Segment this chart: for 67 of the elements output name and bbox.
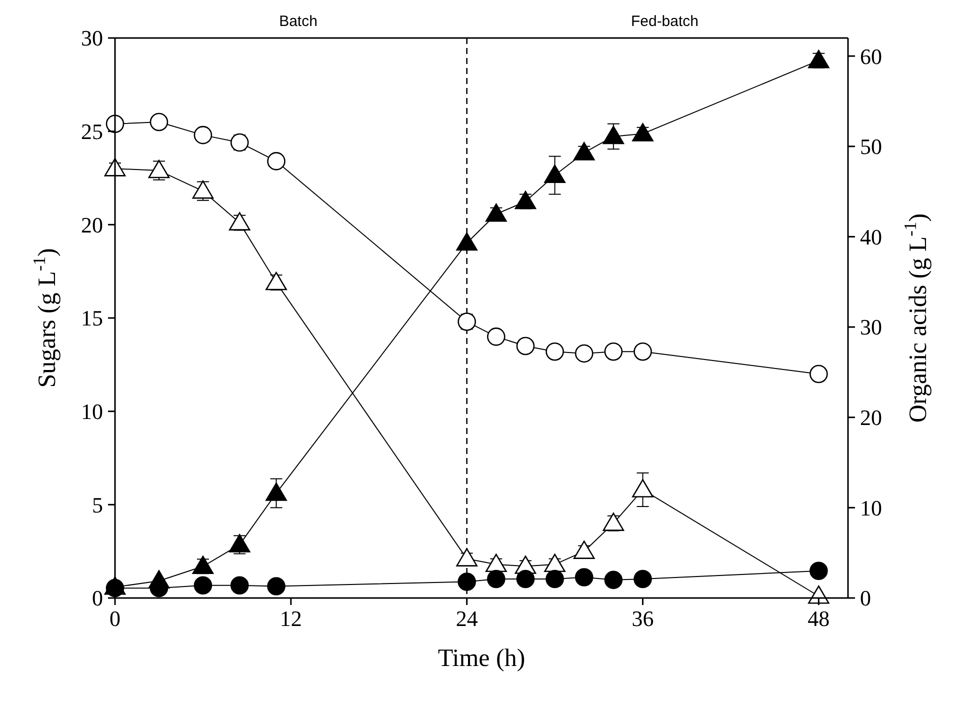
y2-tick-label: 0 [860, 586, 871, 611]
point [604, 570, 623, 590]
point [487, 570, 506, 588]
point [230, 133, 249, 152]
y-tick-label: 25 [81, 119, 103, 144]
y2-tick-label: 20 [860, 405, 882, 430]
point [456, 548, 478, 566]
point [486, 203, 507, 222]
y2-tick-label: 10 [860, 495, 882, 520]
point [632, 123, 654, 142]
y-tick-label: 0 [92, 586, 103, 611]
point [106, 114, 124, 134]
point [810, 562, 828, 580]
x-tick-label: 36 [632, 606, 654, 631]
text: Batch [279, 13, 318, 30]
point [486, 554, 507, 572]
point [810, 364, 828, 384]
point [148, 160, 170, 178]
point [230, 576, 249, 595]
y-tick-label: 5 [92, 492, 103, 518]
point [192, 556, 214, 574]
point [516, 336, 535, 356]
x-tick-label: 12 [280, 606, 302, 631]
point [632, 479, 654, 498]
x-tick-label: 24 [456, 606, 478, 631]
point [266, 482, 287, 501]
point [544, 554, 566, 572]
point [150, 112, 168, 132]
point [546, 570, 564, 588]
point [604, 342, 623, 361]
point [634, 342, 652, 361]
y2-tick-label: 40 [860, 224, 882, 250]
point [574, 344, 594, 363]
point [228, 534, 250, 552]
point [228, 212, 250, 230]
point [514, 190, 536, 210]
point [194, 576, 212, 595]
y-tick-label: 30 [81, 26, 103, 51]
point [487, 328, 506, 346]
y-tick-label: 15 [81, 306, 103, 331]
point [194, 126, 212, 144]
y2-tick-label: 60 [860, 44, 882, 69]
y2-tick-label: 50 [860, 134, 882, 160]
point [602, 512, 624, 531]
text: Fed-batch [630, 13, 699, 30]
point [573, 540, 595, 559]
point [634, 570, 652, 588]
point [458, 572, 476, 591]
x-axis-title: Time (h) [438, 645, 526, 672]
point [516, 570, 535, 588]
point [573, 142, 595, 160]
point [456, 232, 478, 251]
point [267, 152, 286, 170]
x-tick-label: 0 [110, 606, 120, 631]
point [544, 164, 566, 183]
point [266, 272, 287, 290]
point [574, 568, 594, 586]
point [267, 577, 286, 596]
x-tick-label: 48 [808, 606, 830, 631]
point [546, 342, 564, 361]
point [104, 158, 126, 176]
y2-tick-label: 30 [860, 314, 882, 340]
point [808, 50, 830, 68]
point [192, 180, 214, 199]
point [602, 126, 624, 144]
y-tick-label: 20 [81, 212, 103, 238]
y-tick-label: 10 [81, 399, 103, 424]
